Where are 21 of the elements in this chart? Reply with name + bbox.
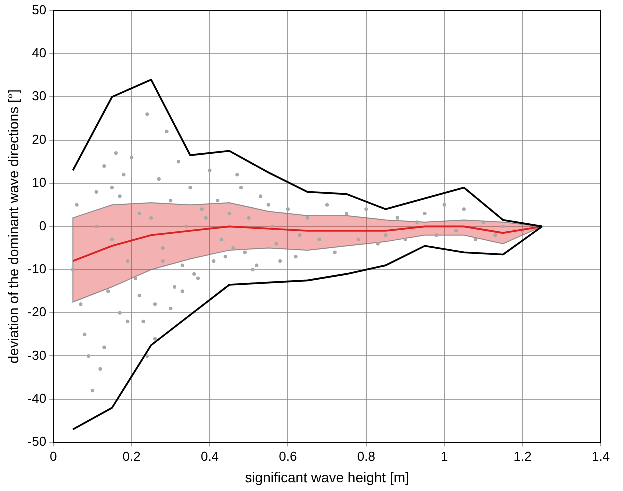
y-tick-label: 40 <box>32 46 47 61</box>
x-axis-title: significant wave height [m] <box>245 469 410 486</box>
x-tick-label: 0.2 <box>122 448 141 464</box>
y-tick-label: 20 <box>32 132 47 147</box>
x-tick-label: 1.2 <box>514 448 532 464</box>
y-tick-label: 30 <box>32 88 47 104</box>
y-tick-label: 0 <box>39 218 47 234</box>
x-tick-label: 1.4 <box>592 448 610 464</box>
y-tick-label: 10 <box>32 175 47 190</box>
x-tick-label: 1 <box>440 448 448 464</box>
x-tick-label: 0.6 <box>279 448 298 464</box>
y-tick-label: -40 <box>28 391 47 406</box>
y-tick-label: -30 <box>28 348 47 363</box>
y-tick-label: -10 <box>28 261 47 276</box>
y-axis-title: deviation of the dominant wave directions [°] <box>5 90 22 364</box>
y-tick-label: -20 <box>28 304 47 320</box>
y-tick-label: 50 <box>32 2 47 18</box>
x-tick-label: 0 <box>50 448 58 464</box>
x-tick-label: 0.4 <box>200 448 220 464</box>
y-tick-label: -50 <box>28 434 47 450</box>
x-tick-label: 0.8 <box>357 448 376 464</box>
